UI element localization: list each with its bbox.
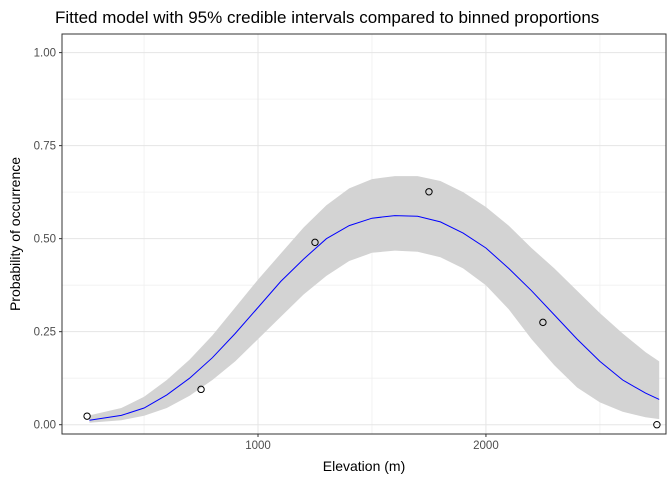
x-axis: 1000 2000 [245,434,499,452]
y-axis-title: Probability of occurrence [7,157,23,311]
fitted-model-line [89,215,660,421]
binned-proportion-point [83,412,91,420]
fitted-line-layer [89,215,660,421]
credible-interval-band [89,176,660,423]
y-tick-label: 1.00 [34,48,56,60]
binned-proportion-point [311,238,319,247]
binned-points-layer [83,188,661,429]
x-axis-title: Elevation (m) [323,458,405,474]
binned-proportion-point [653,420,661,429]
binned-proportion-point [539,318,547,327]
binned-proportion-point [425,188,433,196]
panel-border [61,33,667,435]
x-tick-label: 1000 [245,440,271,452]
y-tick-label: 0.50 [34,234,56,246]
chart-title: Fitted model with 95% credible intervals… [55,8,599,27]
x-tick-label: 2000 [473,440,499,452]
y-tick-label: 0.75 [34,141,56,153]
y-axis: 0.00 0.25 0.50 0.75 1.00 [34,48,62,432]
credible-interval-layer [89,176,660,423]
y-tick-label: 0.00 [34,420,56,432]
y-tick-label: 0.25 [34,327,56,339]
binned-proportion-point [197,385,205,394]
